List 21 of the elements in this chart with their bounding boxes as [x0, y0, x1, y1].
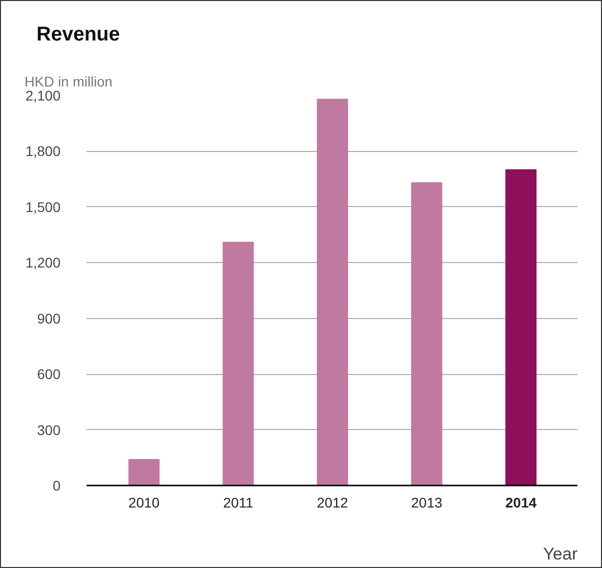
bar — [505, 169, 537, 486]
bar — [411, 182, 442, 486]
x-axis-title: Year — [543, 544, 578, 564]
y-tick-label: 0 — [52, 478, 61, 494]
y-tick-label: 900 — [37, 310, 61, 326]
y-tick-label: 1,200 — [25, 254, 61, 271]
bar — [316, 98, 348, 486]
y-tick-label: 1,800 — [25, 143, 61, 160]
chart-title: Revenue — [36, 24, 120, 46]
y-tick-label: 2,100 — [25, 88, 61, 104]
y-axis-title: HKD in million — [24, 74, 112, 90]
bar — [128, 459, 160, 486]
y-tick-label: 300 — [37, 422, 61, 438]
x-tick-label: 2014 — [505, 494, 537, 510]
x-tick-label: 2013 — [411, 494, 442, 510]
bar — [222, 242, 254, 486]
x-tick-label: 2010 — [128, 494, 160, 510]
x-tick-label: 2012 — [316, 494, 348, 510]
y-tick-label: 600 — [37, 366, 61, 382]
x-tick-label: 2011 — [223, 494, 254, 510]
y-tick-label: 1,500 — [25, 198, 61, 215]
